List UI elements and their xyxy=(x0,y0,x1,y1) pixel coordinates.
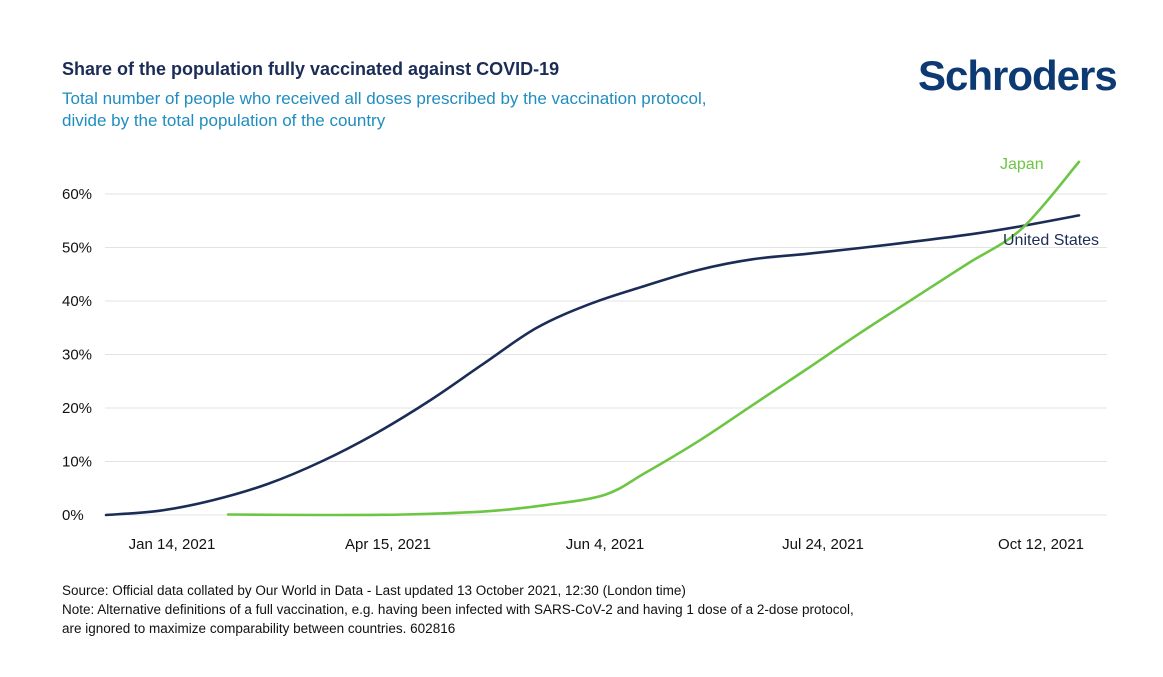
subtitle-line-1: Total number of people who received all … xyxy=(62,89,707,108)
x-tick-label: Jun 4, 2021 xyxy=(566,536,644,553)
y-tick-label: 30% xyxy=(62,347,92,364)
y-tick-label: 20% xyxy=(62,400,92,417)
y-tick-label: 50% xyxy=(62,240,92,257)
x-tick-label: Oct 12, 2021 xyxy=(998,536,1084,553)
japan-series-line xyxy=(226,160,1081,517)
chart-subtitle: Total number of people who received all … xyxy=(62,88,882,132)
source-note: Source: Official data collated by Our Wo… xyxy=(62,583,686,598)
methodology-note-line-1: Note: Alternative definitions of a full … xyxy=(62,602,854,617)
united-states-series-label: United States xyxy=(1003,232,1099,249)
schroders-logo: Schroders xyxy=(918,52,1118,99)
united-states-series-line xyxy=(104,214,1081,517)
x-tick-label: Jul 24, 2021 xyxy=(782,536,864,553)
y-tick-label: 60% xyxy=(62,186,92,203)
line-chart: 0% 10% 20% 30% 40% 50% 60% Jan 14, 2021 Apr 15, … xyxy=(62,156,1107,553)
y-tick-label: 40% xyxy=(62,293,92,310)
x-tick-label: Jan 14, 2021 xyxy=(129,536,216,553)
x-tick-label: Apr 15, 2021 xyxy=(345,536,431,553)
chart-title: Share of the population fully vaccinated… xyxy=(62,59,560,79)
chart-footer: Source: Official data collated by Our Wo… xyxy=(62,581,1122,638)
subtitle-line-2: divide by the total population of the co… xyxy=(62,111,386,130)
y-tick-label: 10% xyxy=(62,454,92,471)
y-tick-label: 0% xyxy=(62,507,84,524)
methodology-note-line-2: are ignored to maximize comparability be… xyxy=(62,621,456,636)
japan-series-label: Japan xyxy=(1000,156,1044,173)
